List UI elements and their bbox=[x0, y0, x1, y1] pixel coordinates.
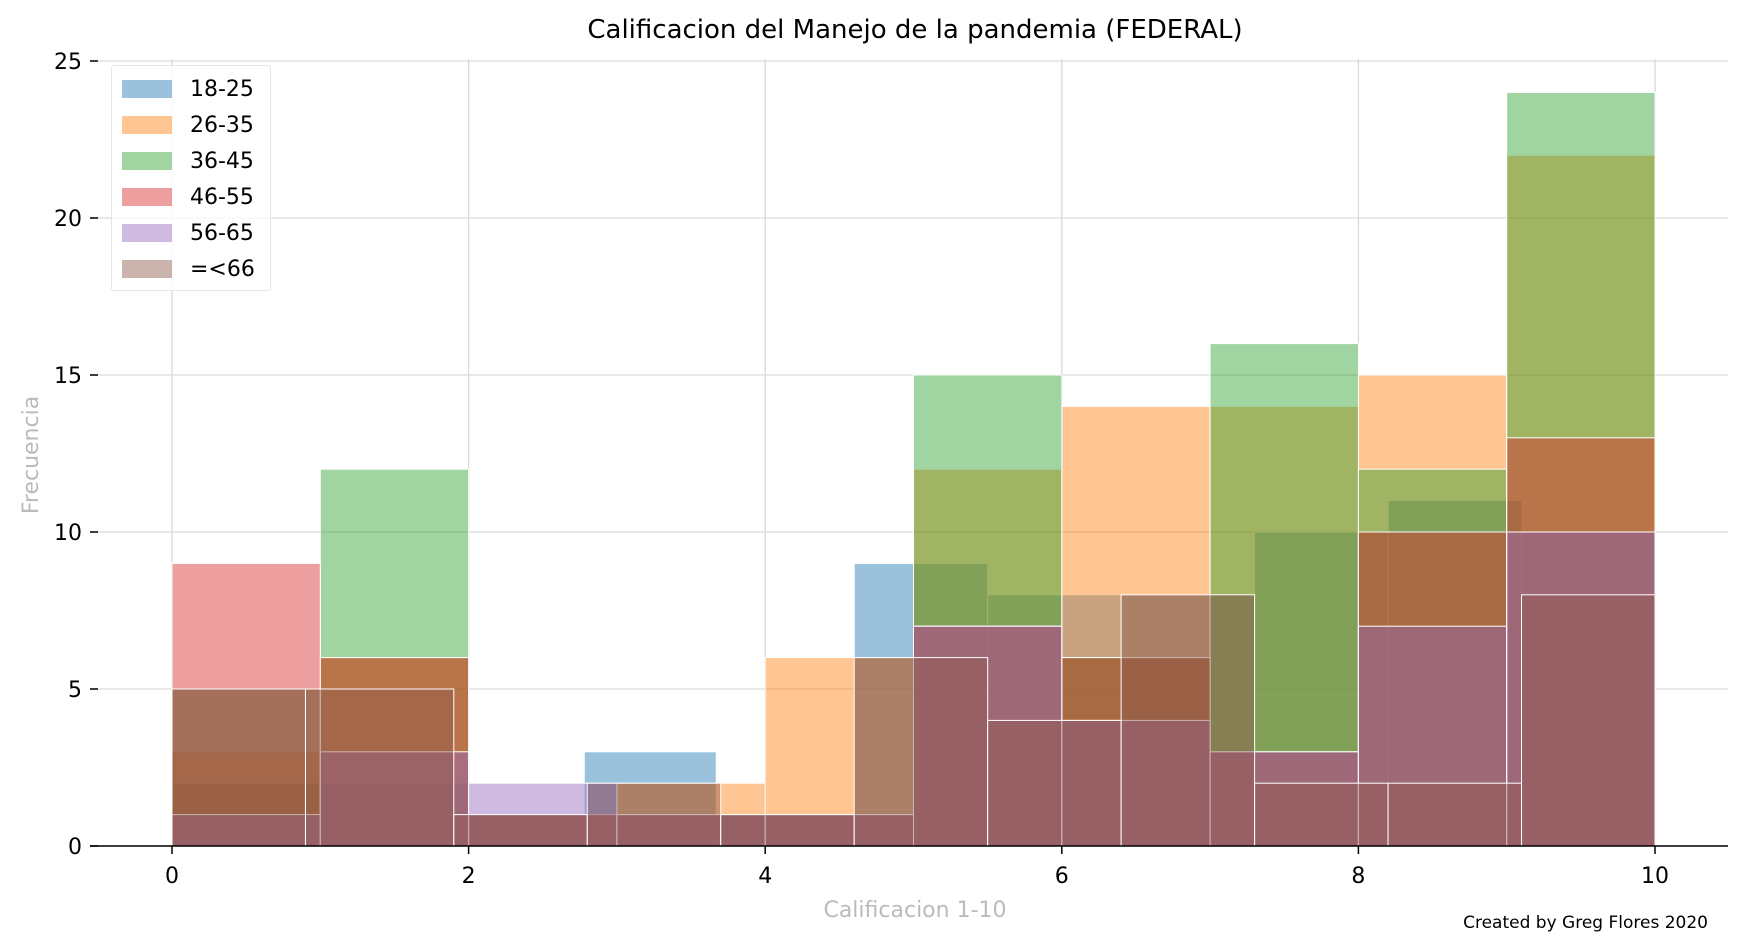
axes: 0 5 10 15 20 25 0 2 4 6 8 10 bbox=[54, 50, 1728, 889]
bar bbox=[171, 688, 321, 847]
x-axis-label: Calificacion 1-10 bbox=[823, 898, 1006, 923]
legend-item: 36-45 bbox=[122, 146, 254, 176]
x-tick-label: 10 bbox=[1641, 864, 1669, 889]
bar bbox=[1506, 154, 1656, 847]
bar bbox=[720, 814, 855, 847]
bar bbox=[1506, 91, 1656, 847]
bar bbox=[1521, 531, 1656, 847]
y-tick-label: 5 bbox=[68, 678, 82, 703]
x-tick-label: 2 bbox=[462, 864, 476, 889]
series-=<66 bbox=[171, 594, 1656, 847]
series-26-35 bbox=[171, 154, 1656, 847]
bar bbox=[1521, 594, 1656, 847]
legend-swatch bbox=[122, 224, 172, 242]
series-46-55 bbox=[171, 437, 1656, 847]
bar bbox=[1209, 405, 1359, 847]
bar bbox=[453, 814, 588, 847]
bar bbox=[853, 657, 989, 847]
legend-label: 26-35 bbox=[190, 112, 254, 138]
legend-item: 46-55 bbox=[122, 182, 254, 212]
legend-swatch bbox=[122, 188, 172, 206]
bar bbox=[1387, 782, 1523, 847]
histogram-bars bbox=[171, 91, 1656, 847]
bar bbox=[171, 688, 306, 847]
y-tick-label: 15 bbox=[54, 364, 82, 389]
bar bbox=[1209, 751, 1359, 847]
legend-label: =<66 bbox=[190, 256, 255, 282]
x-tick-label: 6 bbox=[1055, 864, 1069, 889]
x-tick-label: 0 bbox=[165, 864, 179, 889]
bar bbox=[616, 814, 766, 847]
y-tick-label: 0 bbox=[68, 835, 82, 860]
bar bbox=[1506, 437, 1656, 847]
bar bbox=[1357, 531, 1508, 847]
bar bbox=[764, 814, 915, 847]
y-tick-label: 25 bbox=[54, 50, 82, 75]
legend-label: 18-25 bbox=[190, 76, 254, 102]
legend-item: 56-65 bbox=[122, 218, 254, 248]
legend-item: =<66 bbox=[122, 254, 255, 284]
legend-item: 26-35 bbox=[122, 110, 254, 140]
bar bbox=[319, 782, 470, 847]
bar bbox=[1061, 405, 1211, 847]
legend-item: 18-25 bbox=[122, 74, 254, 104]
y-tick-label: 20 bbox=[54, 207, 82, 232]
bar bbox=[987, 719, 1122, 847]
y-axis-label: Frecuencia bbox=[19, 396, 44, 514]
legend-label: 56-65 bbox=[190, 220, 254, 246]
bar bbox=[171, 751, 321, 847]
bar bbox=[171, 814, 321, 847]
legend-label: 46-55 bbox=[190, 184, 254, 210]
chart-title: Calificacion del Manejo de la pandemia (… bbox=[587, 15, 1242, 45]
y-tick-label: 10 bbox=[54, 521, 82, 546]
bar bbox=[1506, 531, 1656, 847]
bar bbox=[468, 814, 618, 847]
bar bbox=[583, 751, 717, 847]
bar bbox=[1387, 500, 1523, 847]
bar bbox=[1254, 782, 1389, 847]
x-tick-label: 4 bbox=[758, 864, 772, 889]
bar bbox=[1357, 625, 1508, 847]
bar bbox=[586, 782, 722, 847]
legend-swatch bbox=[122, 152, 172, 170]
bar bbox=[1120, 594, 1256, 847]
bar bbox=[304, 688, 455, 847]
bar bbox=[764, 814, 915, 847]
bar bbox=[1061, 719, 1211, 847]
bar bbox=[1357, 374, 1508, 847]
legend: 18-25 26-35 36-45 46-55 56-65 =<66 bbox=[111, 65, 271, 291]
x-tick-label: 8 bbox=[1351, 864, 1365, 889]
legend-swatch bbox=[122, 80, 172, 98]
legend-label: 36-45 bbox=[190, 148, 254, 174]
credit-text: Created by Greg Flores 2020 bbox=[1463, 913, 1708, 933]
legend-swatch bbox=[122, 116, 172, 134]
legend-swatch bbox=[122, 260, 172, 278]
bar bbox=[171, 562, 321, 847]
bar bbox=[1254, 531, 1389, 847]
